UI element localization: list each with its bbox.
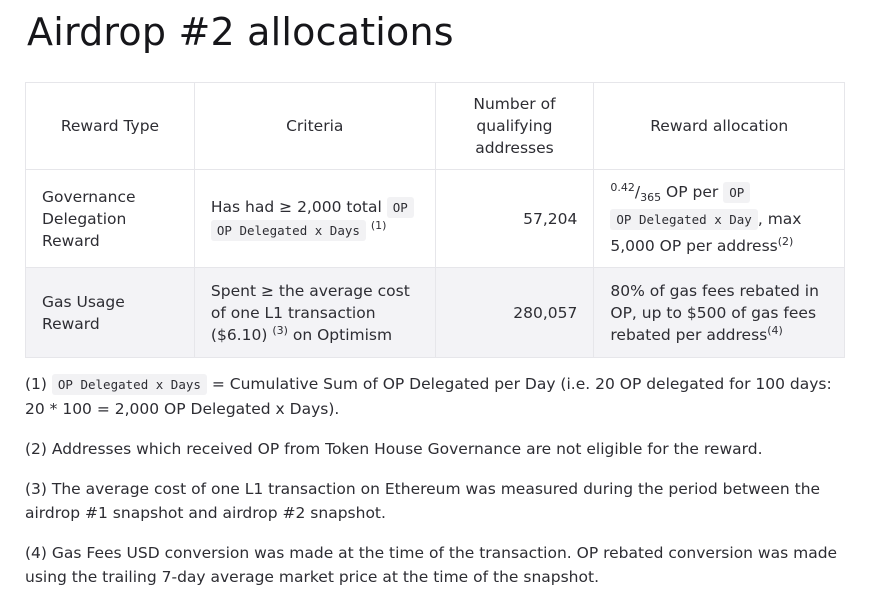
criteria-text: Spent ≥ the average cost of one L1 trans… — [210, 281, 410, 344]
cell-reward-type: Governance Delegation Reward — [25, 169, 195, 268]
header-criteria: Criteria — [193, 82, 436, 170]
criteria-code: OP Delegated x Days — [210, 219, 366, 241]
header-reward-allocation: Reward allocation — [593, 82, 845, 170]
alloc-code: OP Delegated x Day — [610, 208, 758, 230]
footnote-1-code: OP Delegated x Days — [51, 374, 207, 395]
alloc-text: 80% of gas fees rebated in OP, up to $50… — [610, 281, 819, 344]
cell-reward-allocation: 80% of gas fees rebated in OP, up to $50… — [593, 267, 845, 358]
alloc-slash: / — [634, 182, 641, 201]
alloc-footnote: (4) — [767, 323, 783, 337]
table-row: Governance Delegation Reward Has had ≥ 2… — [25, 169, 845, 268]
footnote-3: (3) The average cost of one L1 transacti… — [25, 480, 821, 522]
page-title: Airdrop #2 allocations — [27, 10, 454, 54]
alloc-text-1: OP per — [666, 182, 719, 201]
alloc-numerator: 0.42 — [610, 180, 635, 194]
alloc-footnote: (2) — [777, 234, 794, 248]
cell-criteria: Has had ≥ 2,000 total OP OP Delegated x … — [193, 169, 436, 268]
criteria-footnote: (3) — [272, 323, 288, 337]
alloc-denominator: 365 — [640, 190, 662, 204]
footnote-1: (1) OP Delegated x Days = Cumulative Sum… — [25, 372, 850, 421]
cell-qualifying: 280,057 — [434, 267, 595, 358]
cell-reward-allocation: 0.42/365 OP per OP OP Delegated x Day, m… — [593, 169, 845, 268]
allocations-table: Reward Type Criteria Number of qualifyin… — [25, 82, 845, 358]
footnotes: (1) OP Delegated x Days = Cumulative Sum… — [25, 372, 850, 605]
criteria-text-2: on Optimism — [292, 325, 393, 344]
footnote-1-prefix: (1) — [25, 375, 47, 393]
header-reward-type: Reward Type — [25, 82, 195, 170]
footnote-1-text: = Cumulative Sum of OP Delegated per Day… — [25, 375, 832, 418]
criteria-text: Has had ≥ 2,000 total — [210, 197, 382, 216]
table-row: Gas Usage Reward Spent ≥ the average cos… — [25, 267, 845, 358]
alloc-text-2: , max 5,000 OP per address — [610, 209, 802, 255]
header-qualifying-addresses: Number of qualifying addresses — [434, 82, 595, 170]
criteria-footnote: (1) — [370, 218, 387, 232]
alloc-code-op: OP — [723, 181, 751, 203]
footnote-4: (4) Gas Fees USD conversion was made at … — [25, 544, 838, 586]
footnote-2: (2) Addresses which received OP from Tok… — [25, 440, 763, 458]
cell-criteria: Spent ≥ the average cost of one L1 trans… — [193, 267, 436, 358]
cell-reward-type: Gas Usage Reward — [25, 267, 195, 358]
criteria-code-op: OP — [386, 196, 414, 218]
table-header-row: Reward Type Criteria Number of qualifyin… — [25, 82, 845, 170]
cell-qualifying: 57,204 — [434, 169, 595, 268]
